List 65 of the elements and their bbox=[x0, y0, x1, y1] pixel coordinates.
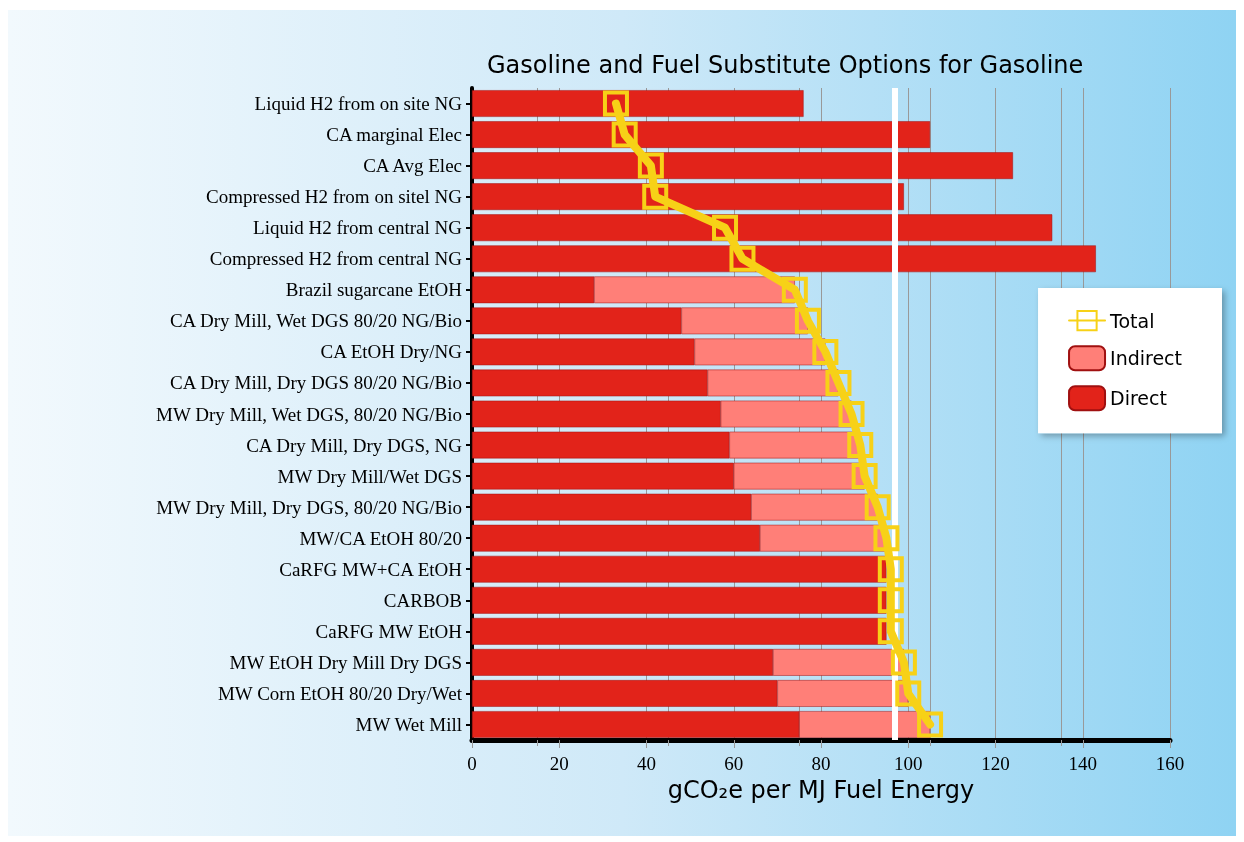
y-tick-label: Compressed H2 from on sitel NG bbox=[206, 186, 463, 208]
point bbox=[877, 587, 904, 614]
x-tick-label: 80 bbox=[811, 753, 831, 774]
chart-title: Gasoline and Fuel Substitute Options for Gasoline bbox=[487, 51, 1084, 79]
point bbox=[729, 245, 756, 272]
x-tick-label: 60 bbox=[724, 753, 744, 774]
legend-label: Indirect bbox=[1110, 347, 1182, 370]
y-tick-label: MW Dry Mill, Wet DGS, 80/20 NG/Bio bbox=[155, 403, 462, 425]
point bbox=[851, 463, 878, 490]
y-tick-label: MW Dry Mill/Wet DGS bbox=[277, 465, 462, 487]
y-tick-label: MW/CA EtOH 80/20 bbox=[299, 527, 462, 549]
y-tick-label: MW Dry Mill, Dry DGS, 80/20 NG/Bio bbox=[156, 496, 462, 518]
bar bbox=[472, 555, 887, 583]
y-tick-label: CARBOB bbox=[383, 589, 462, 611]
bar bbox=[472, 617, 887, 645]
y-tick-label: MW Corn EtOH 80/20 Dry/Wet bbox=[217, 682, 463, 704]
x-tick-label: 20 bbox=[549, 753, 569, 774]
bar bbox=[472, 586, 887, 614]
point bbox=[895, 680, 922, 707]
y-tick-label: Liquid H2 from on site NG bbox=[254, 93, 463, 115]
point bbox=[825, 369, 852, 396]
y-tick-label: Brazil sugarcane EtOH bbox=[285, 279, 463, 301]
y-tick-label: Compressed H2 from central NG bbox=[209, 248, 463, 270]
point bbox=[637, 152, 664, 179]
x-tick-label: 140 bbox=[1068, 753, 1097, 774]
legend-label: Total bbox=[1109, 309, 1155, 332]
legend-label: Direct bbox=[1110, 387, 1167, 410]
y-tick-label: CaRFG MW+CA EtOH bbox=[279, 558, 463, 580]
x-tick-label: 0 bbox=[467, 753, 477, 774]
bar bbox=[472, 152, 1013, 179]
point bbox=[794, 307, 821, 334]
point bbox=[838, 401, 865, 427]
point bbox=[890, 649, 917, 676]
y-tick-label: Liquid H2 from central NG bbox=[253, 217, 463, 239]
y-tick-label: MW Wet Mill bbox=[355, 713, 462, 735]
point bbox=[864, 494, 891, 521]
bar bbox=[472, 90, 804, 117]
bar bbox=[472, 245, 1096, 273]
y-tick-label: CA Avg Elec bbox=[363, 155, 462, 177]
point bbox=[602, 90, 629, 117]
point bbox=[712, 214, 739, 241]
bar bbox=[472, 183, 904, 211]
point bbox=[917, 711, 944, 738]
x-tick-label: 120 bbox=[981, 753, 1010, 774]
point bbox=[847, 432, 874, 459]
y-tick-label: CA EtOH Dry/NG bbox=[320, 341, 463, 363]
x-tick-label: 40 bbox=[637, 753, 656, 774]
y-tick-label: CA Dry Mill, Dry DGS, NG bbox=[246, 434, 463, 456]
y-tick-label: MW EtOH Dry Mill Dry DGS bbox=[229, 651, 462, 673]
point bbox=[781, 276, 808, 303]
bar bbox=[472, 214, 1053, 242]
y-tick-label: CaRFG MW EtOH bbox=[315, 620, 463, 642]
point bbox=[812, 338, 839, 365]
x-axis-title: gCO₂e per MJ Fuel Energy bbox=[667, 776, 975, 804]
y-tick-label: CA Dry Mill, Dry DGS 80/20 NG/Bio bbox=[170, 372, 462, 394]
point bbox=[877, 556, 904, 583]
point bbox=[611, 121, 638, 148]
bar bbox=[472, 121, 931, 148]
point bbox=[873, 525, 900, 552]
y-tick-label: CA Dry Mill, Wet DGS 80/20 NG/Bio bbox=[169, 310, 462, 332]
point bbox=[877, 618, 904, 645]
x-tick-label: 100 bbox=[894, 753, 923, 774]
y-tick-label: CA marginal Elec bbox=[326, 124, 462, 146]
point bbox=[642, 183, 669, 210]
x-tick-label: 160 bbox=[1155, 753, 1185, 774]
